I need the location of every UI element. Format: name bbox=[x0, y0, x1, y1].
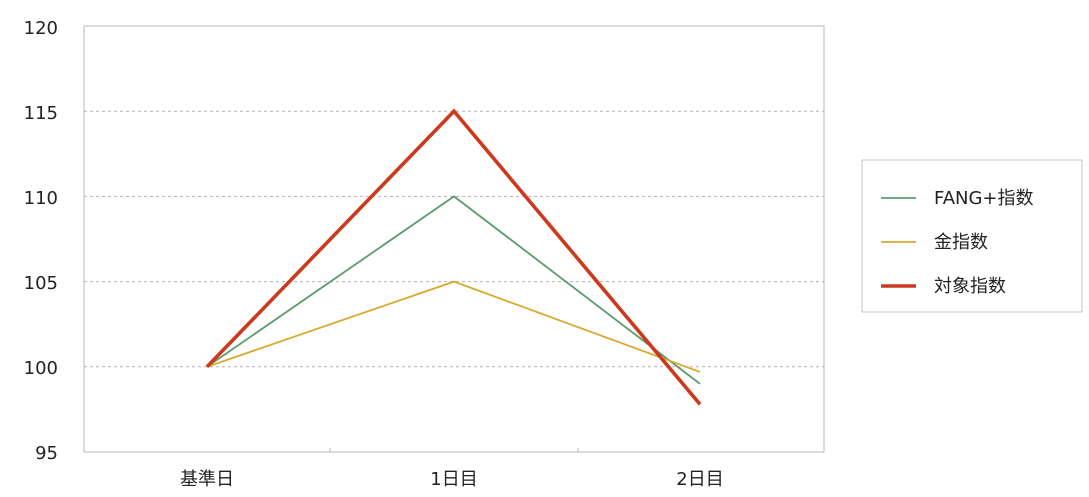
y-tick-label: 95 bbox=[35, 443, 58, 464]
legend-label-fang: FANG+指数 bbox=[934, 188, 1034, 209]
x-tick-label: 基準日 bbox=[180, 469, 234, 490]
x-tick-label: 2日目 bbox=[676, 469, 723, 490]
y-axis-labels: 120 115 110 105 100 95 bbox=[24, 18, 58, 464]
series-line-1 bbox=[206, 280, 701, 373]
y-tick-label: 105 bbox=[24, 273, 58, 294]
plot-frame bbox=[83, 25, 825, 453]
x-axis-labels: 基準日 1日目 2日目 bbox=[180, 469, 724, 490]
grid bbox=[83, 25, 825, 453]
series-lines bbox=[205, 108, 702, 406]
y-tick-label: 110 bbox=[24, 188, 58, 209]
legend-label-target: 対象指数 bbox=[934, 276, 1006, 297]
x-tick-label: 1日目 bbox=[430, 469, 477, 490]
series-line-0 bbox=[206, 195, 701, 385]
y-tick-label: 120 bbox=[24, 18, 58, 39]
y-tick-label: 100 bbox=[24, 358, 58, 379]
series-line-2 bbox=[205, 108, 702, 406]
legend-label-gold: 金指数 bbox=[934, 232, 988, 253]
legend: FANG+指数 金指数 対象指数 bbox=[861, 159, 1083, 313]
y-tick-label: 115 bbox=[24, 103, 58, 124]
